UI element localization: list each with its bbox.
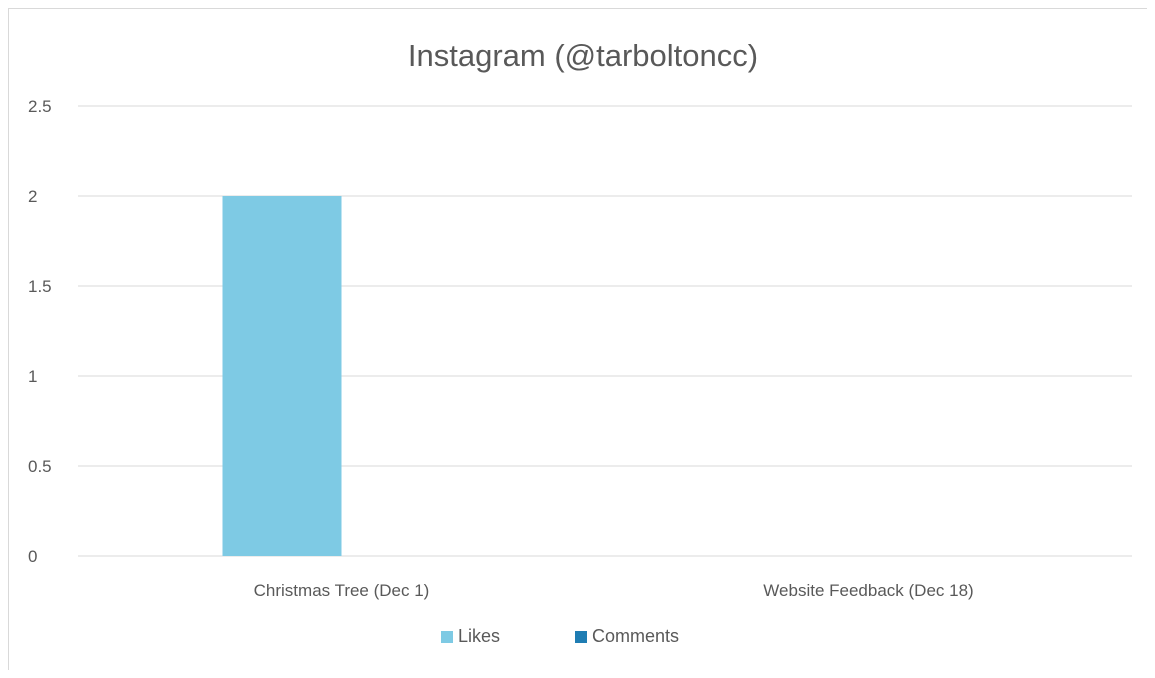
chart-title: Instagram (@tarboltoncc) <box>408 38 758 73</box>
y-tick-label: 2.5 <box>28 97 52 116</box>
legend-swatch-likes <box>441 631 453 643</box>
y-tick-label: 0 <box>28 547 37 566</box>
chart-frame <box>8 8 1147 670</box>
y-tick-label: 1 <box>28 367 37 386</box>
x-category-label: Christmas Tree (Dec 1) <box>254 581 430 600</box>
x-axis-categories: Christmas Tree (Dec 1) Website Feedback (… <box>254 581 974 600</box>
bars <box>222 196 342 556</box>
x-category-label: Website Feedback (Dec 18) <box>763 581 973 600</box>
y-axis-ticks: 0 0.5 1 1.5 2 2.5 <box>28 97 52 566</box>
legend-label-comments: Comments <box>592 626 679 646</box>
legend: Likes Comments <box>441 626 679 646</box>
y-tick-label: 1.5 <box>28 277 52 296</box>
y-tick-label: 2 <box>28 187 37 206</box>
legend-swatch-comments <box>575 631 587 643</box>
bar-likes-0 <box>222 196 342 556</box>
y-tick-label: 0.5 <box>28 457 52 476</box>
legend-label-likes: Likes <box>458 626 500 646</box>
gridlines <box>78 105 1132 557</box>
